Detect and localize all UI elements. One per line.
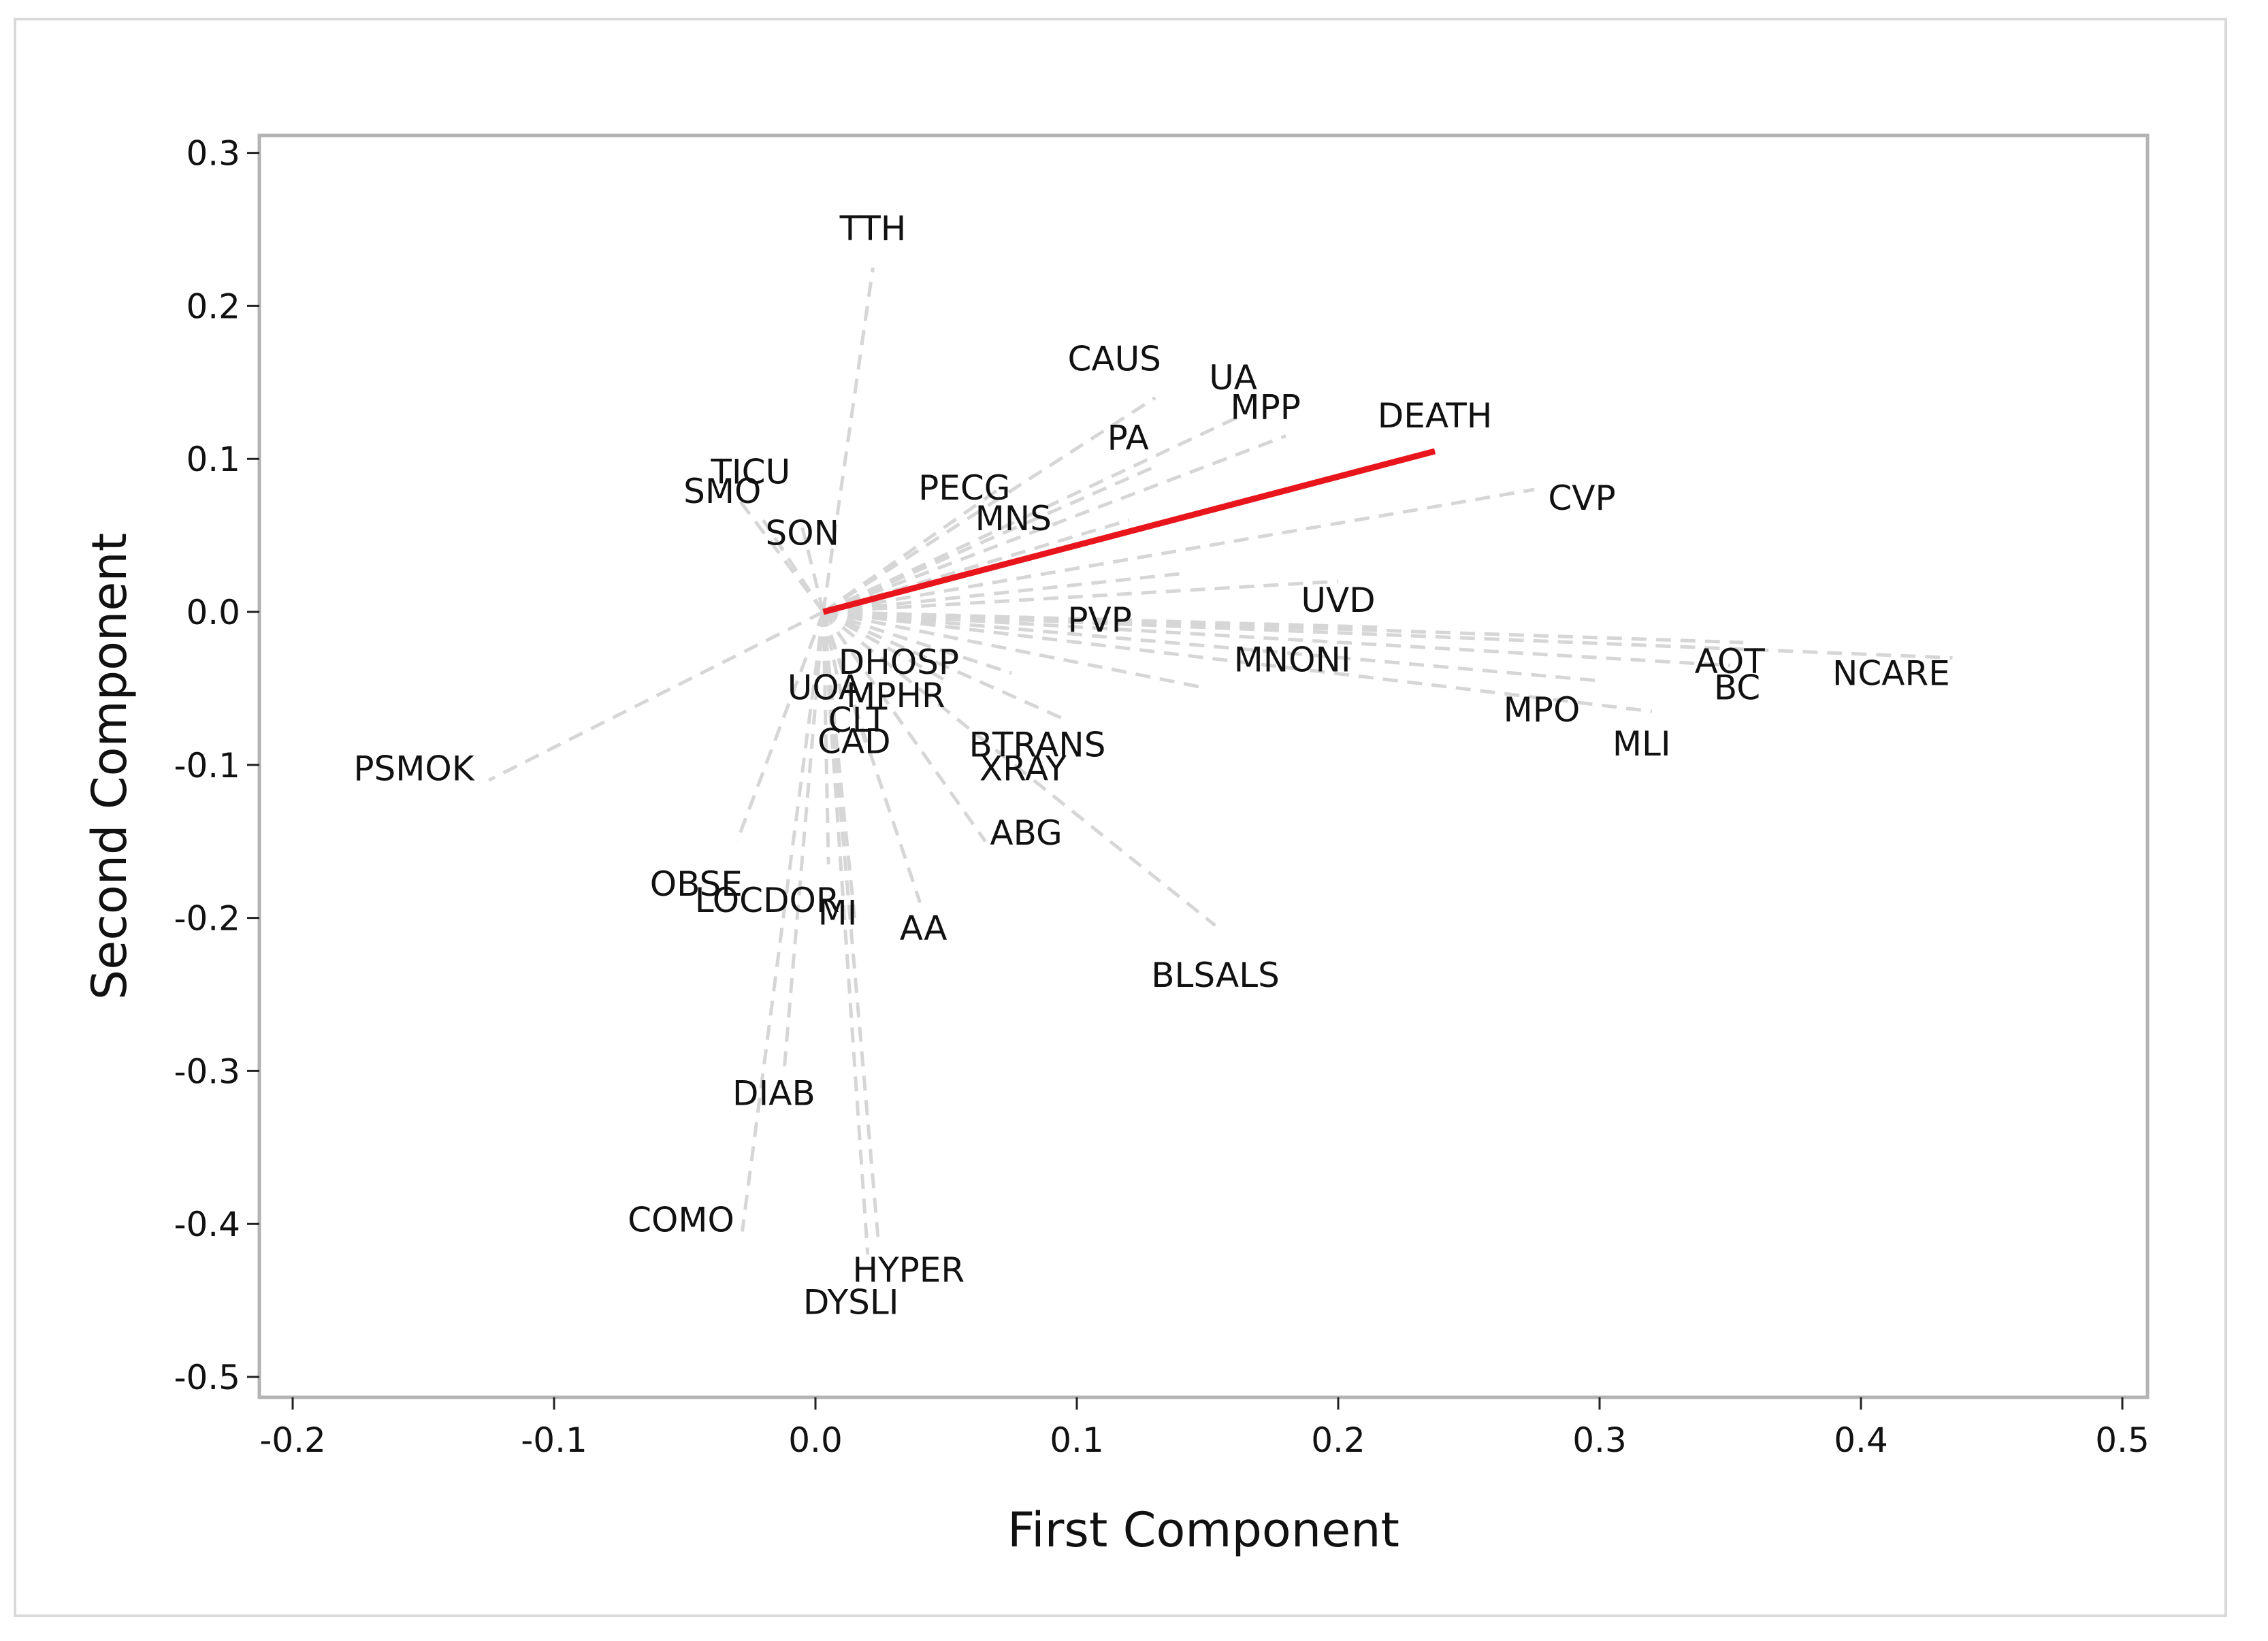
loading-lines bbox=[487, 267, 1953, 1255]
variable-label-mi: MI bbox=[818, 894, 858, 933]
variable-label-mpp: MPP bbox=[1230, 387, 1300, 427]
plot-area bbox=[257, 133, 2150, 1399]
loading-line-death bbox=[822, 448, 1436, 615]
loading-line-ua bbox=[822, 411, 1248, 614]
variable-label-ticu: TICU bbox=[710, 452, 790, 491]
variable-label-tth: TTH bbox=[839, 209, 907, 248]
variable-label-caus: CAUS bbox=[1067, 339, 1161, 378]
loading-line-hyper bbox=[822, 611, 870, 1255]
x-tick-label: 0.2 bbox=[1311, 1420, 1365, 1460]
loading-line-smo bbox=[762, 519, 825, 613]
variable-label-blsals: BLSALS bbox=[1151, 956, 1280, 995]
x-axis: -0.2 -0.1 0.0 0.1 0.2 0.3 0.4 0.5 bbox=[259, 1397, 2150, 1460]
variable-label-smo: SMO bbox=[683, 472, 761, 511]
loading-line-son bbox=[800, 527, 825, 613]
y-tick-label: -0.2 bbox=[174, 899, 240, 939]
y-tick-label: 0.0 bbox=[186, 593, 240, 632]
variable-label-bc: BC bbox=[1714, 668, 1760, 708]
x-axis-title: First Component bbox=[1007, 1502, 1399, 1558]
loading-line-xray bbox=[822, 610, 1065, 721]
x-tick-label: 0.3 bbox=[1572, 1420, 1627, 1460]
variable-label-uoa: UOA bbox=[788, 668, 862, 708]
y-tick-label: 0.3 bbox=[186, 134, 240, 174]
x-tick-label: 0.0 bbox=[788, 1420, 843, 1460]
variable-label-mli: MLI bbox=[1613, 724, 1671, 764]
variable-label-locdor: LOCDOR bbox=[695, 881, 840, 920]
variable-label-aot: AOT bbox=[1695, 642, 1766, 681]
x-tick-label: -0.2 bbox=[259, 1420, 326, 1460]
x-tick-label: 0.4 bbox=[1834, 1420, 1888, 1460]
variable-label-mnoni: MNONI bbox=[1234, 640, 1351, 679]
loading-line-caus bbox=[822, 396, 1156, 614]
loading-line-mphr bbox=[822, 610, 1012, 675]
variable-label-ncare: NCARE bbox=[1832, 653, 1950, 693]
variable-label-cad: CAD bbox=[817, 721, 891, 761]
y-tick-label: -0.5 bbox=[174, 1358, 240, 1397]
variable-label-como: COMO bbox=[628, 1200, 734, 1239]
loading-line-locdor bbox=[822, 611, 830, 864]
variable-label-son: SON bbox=[766, 513, 840, 553]
variable-label-ua: UA bbox=[1209, 358, 1257, 397]
y-tick-label: -0.1 bbox=[174, 746, 240, 785]
variable-label-mns: MNS bbox=[975, 499, 1052, 538]
variable-label-obse: OBSE bbox=[650, 864, 743, 904]
loading-line-btrans bbox=[823, 610, 1208, 690]
loading-line-tth bbox=[822, 267, 875, 613]
loading-line-mpo bbox=[823, 610, 1600, 683]
loading-line-cvp bbox=[823, 487, 1535, 614]
variable-label-uvd: UVD bbox=[1301, 581, 1375, 620]
variable-label-diab: DIAB bbox=[732, 1073, 815, 1113]
loading-line-uoa bbox=[822, 611, 843, 697]
variable-label-mphr: MPHR bbox=[846, 676, 945, 715]
variable-label-clt: CLT bbox=[828, 700, 888, 740]
loading-line-ncare bbox=[823, 610, 1953, 660]
loading-line-obse bbox=[735, 611, 825, 843]
loading-line-aot bbox=[823, 610, 1744, 645]
y-axis: 0.3 0.2 0.1 0.0 -0.1 -0.2 -0.3 -0.4 -0.5 bbox=[174, 134, 259, 1397]
variable-label-abg: ABG bbox=[990, 813, 1062, 853]
variable-label-dhosp: DHOSP bbox=[839, 643, 959, 682]
x-tick-label: 0.1 bbox=[1050, 1420, 1104, 1460]
variable-label-pecg: PECG bbox=[918, 468, 1010, 508]
y-tick-label: 0.2 bbox=[186, 287, 240, 326]
loading-line-abg bbox=[822, 611, 987, 843]
loading-line-diab bbox=[782, 611, 826, 1071]
loading-line-blsals bbox=[822, 611, 1217, 927]
variable-label-xray: XRAY bbox=[979, 749, 1067, 788]
loading-line-pvp bbox=[823, 572, 1182, 614]
y-tick-label: -0.4 bbox=[174, 1205, 240, 1244]
x-tick-label: -0.1 bbox=[521, 1420, 587, 1460]
loading-line-como bbox=[741, 611, 825, 1232]
loading-line-bc bbox=[823, 610, 1731, 668]
variable-label-cvp: CVP bbox=[1548, 478, 1615, 518]
y-tick-label: -0.3 bbox=[174, 1052, 240, 1091]
variable-label-aa: AA bbox=[900, 909, 947, 948]
variable-label-death: DEATH bbox=[1378, 396, 1493, 436]
y-axis-title: Second Component bbox=[82, 533, 137, 1000]
loading-line-mpp bbox=[822, 434, 1287, 614]
loading-line-mi bbox=[822, 611, 857, 918]
y-tick-label: 0.1 bbox=[186, 440, 240, 479]
loading-line-mli bbox=[823, 610, 1653, 713]
loading-line-uvd bbox=[823, 579, 1339, 614]
variable-label-pa: PA bbox=[1107, 418, 1149, 457]
variable-label-dysli: DYSLI bbox=[803, 1283, 899, 1322]
loading-line-psmok bbox=[487, 610, 824, 782]
variable-label-hyper: HYPER bbox=[852, 1250, 965, 1290]
variable-label-pvp: PVP bbox=[1067, 600, 1132, 640]
variable-label-btrans: BTRANS bbox=[969, 725, 1106, 764]
variable-label-mpo: MPO bbox=[1504, 690, 1581, 730]
variable-label-psmok: PSMOK bbox=[353, 749, 474, 788]
x-tick-label: 0.5 bbox=[2095, 1420, 2150, 1460]
